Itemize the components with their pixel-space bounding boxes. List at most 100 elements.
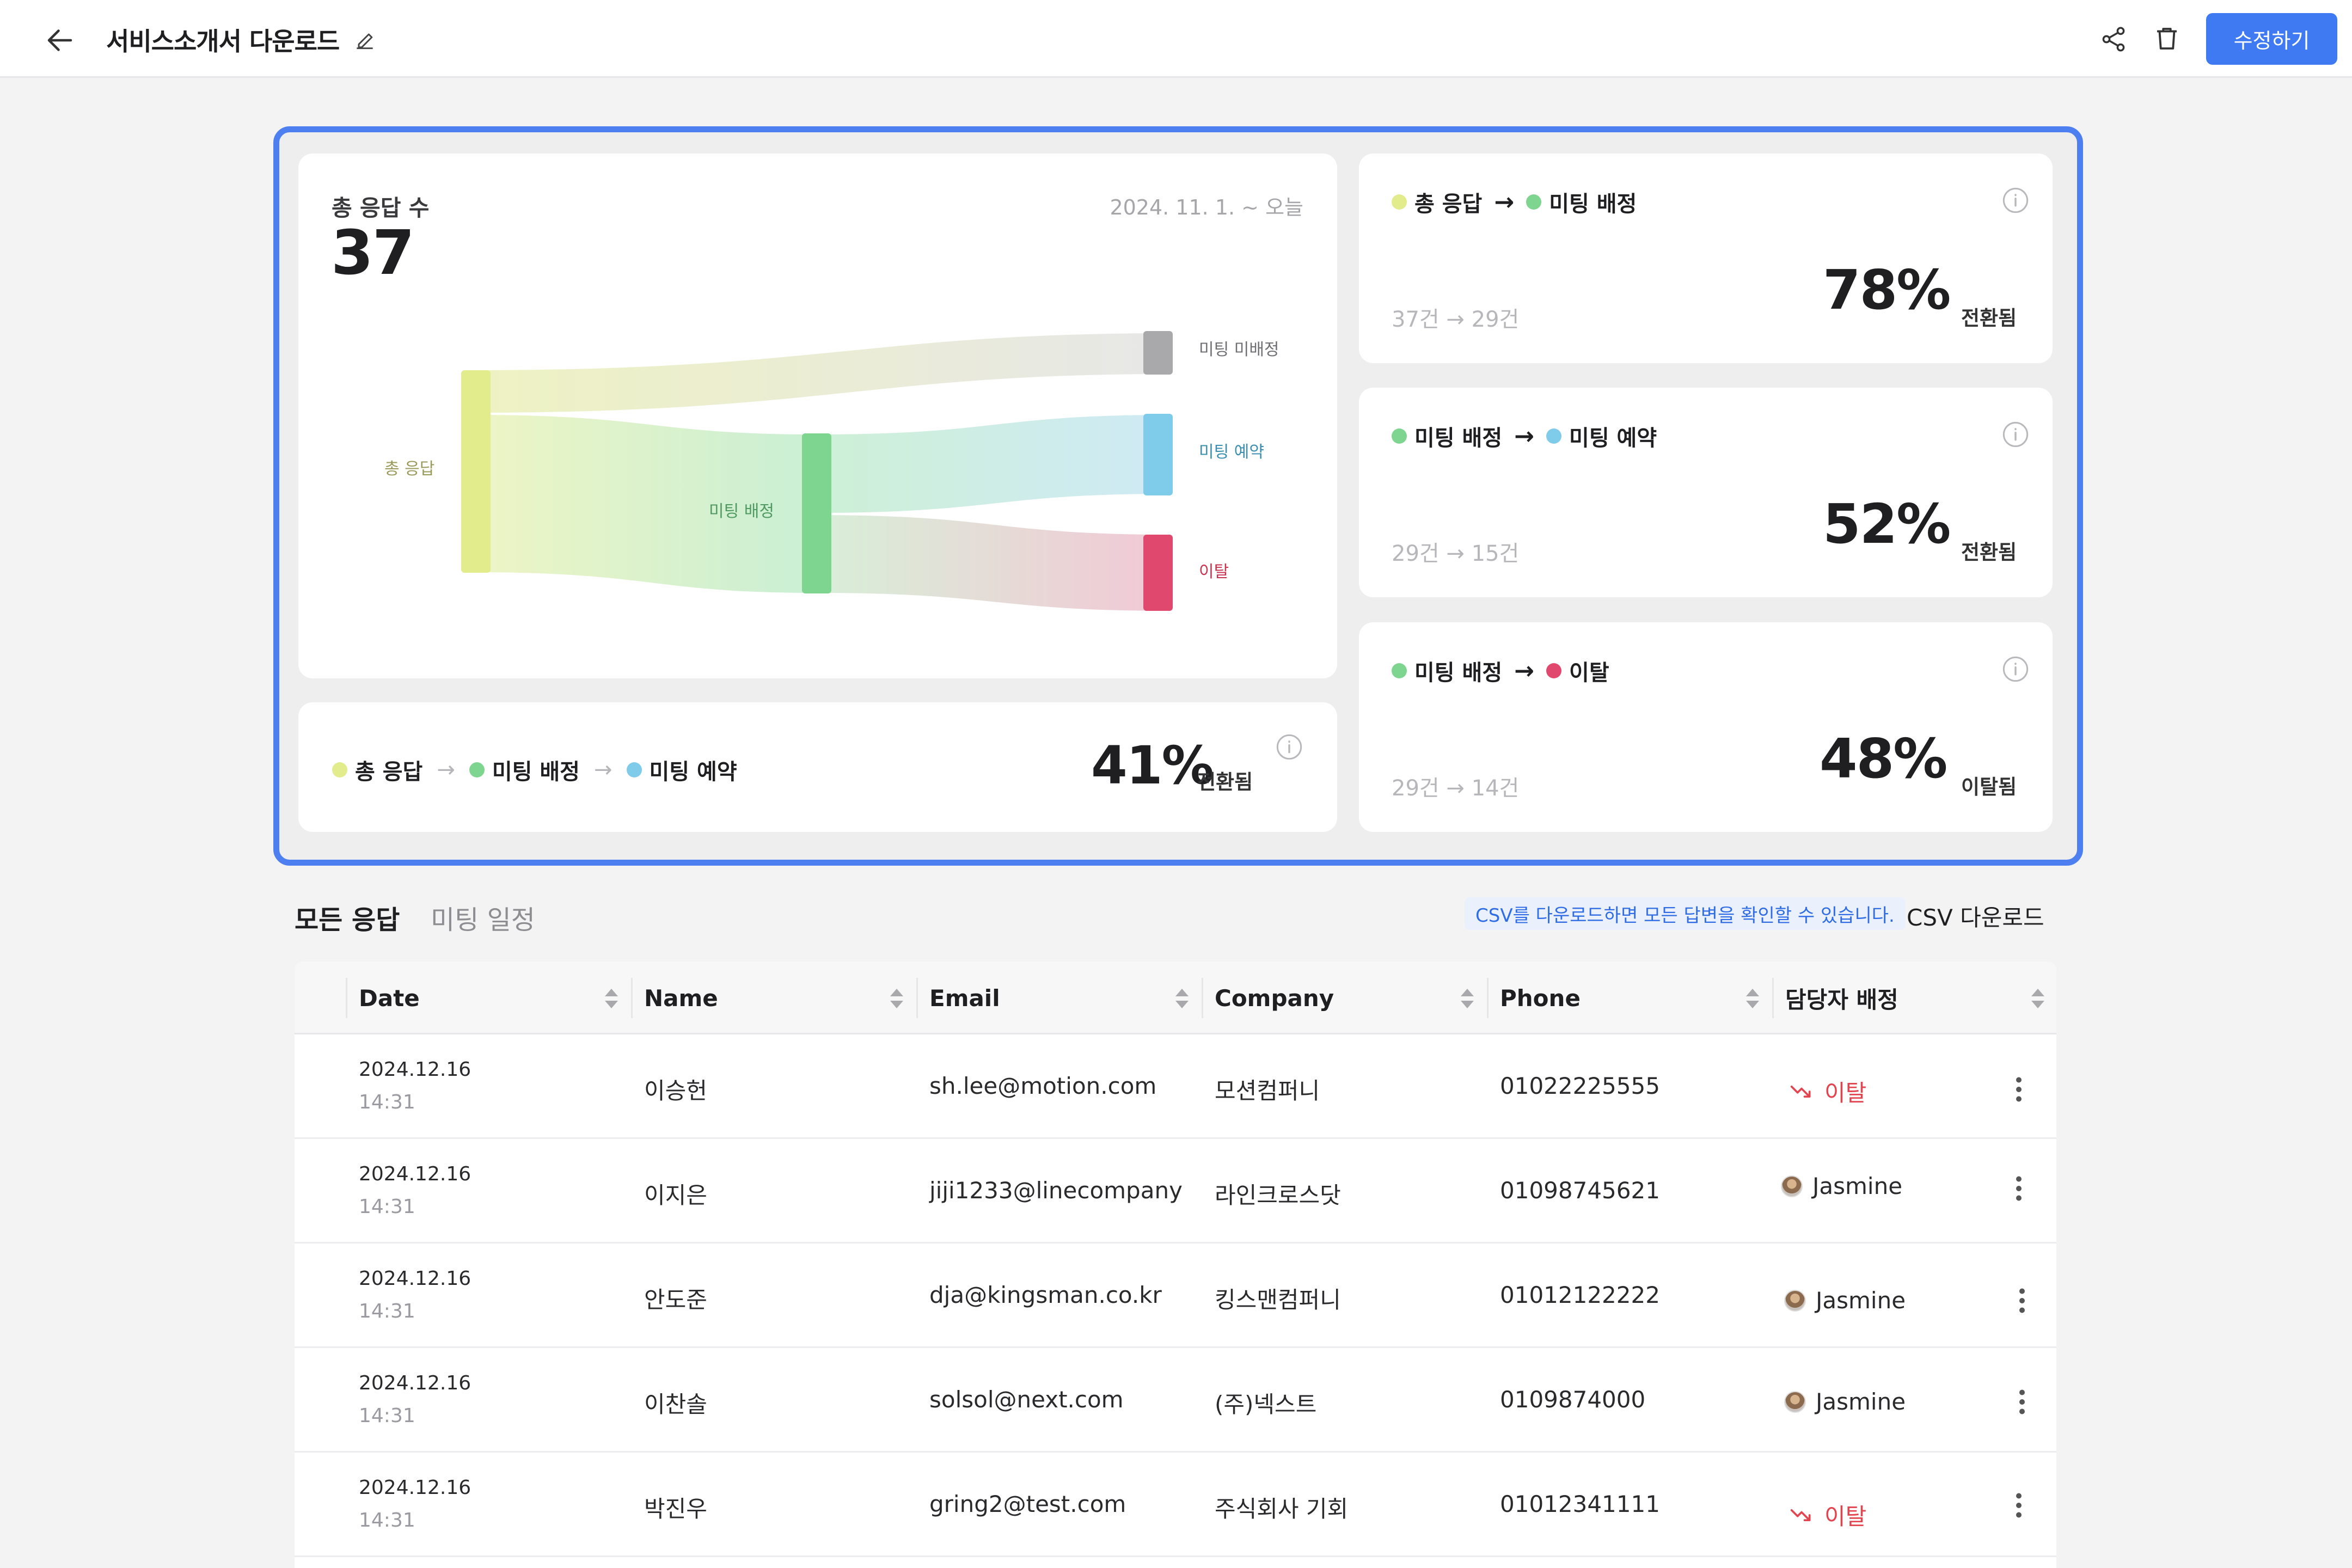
- date-range: 2024. 11. 1. ~ 오늘: [1110, 195, 1303, 219]
- row-email: gring2@test.com: [929, 1491, 1126, 1517]
- sort-icon[interactable]: [889, 988, 904, 1009]
- sankey-card: 총 응답 수 37 2024. 11. 1. ~ 오늘: [298, 154, 1337, 678]
- step-assigned: 미팅 배정: [492, 759, 580, 785]
- more-options-icon[interactable]: [2017, 1287, 2028, 1314]
- churn-status[interactable]: 이탈: [1790, 1498, 1866, 1532]
- trend-down-icon: [1790, 1085, 1811, 1098]
- metric-counts: 29건 → 15건: [1392, 541, 1520, 566]
- assignee[interactable]: Jasmine: [1784, 1287, 1906, 1314]
- metric-percent: 48%: [1820, 727, 1947, 791]
- column-name[interactable]: Name: [644, 984, 718, 1012]
- table-row[interactable]: 2024.12.16 14:31 박진우 gring2@test.com 주식회…: [295, 1453, 2056, 1557]
- row-name: 이승헌: [644, 1077, 707, 1104]
- avatar: [1784, 1289, 1806, 1312]
- more-options-icon[interactable]: [2013, 1076, 2024, 1103]
- row-date: 2024.12.16: [359, 1372, 471, 1394]
- churn-status[interactable]: 이탈: [1790, 1075, 1866, 1108]
- assigned-dot: [1526, 194, 1542, 210]
- row-phone: 0109874000: [1500, 1386, 1646, 1413]
- avatar: [1784, 1391, 1806, 1413]
- row-name: 박진우: [644, 1496, 707, 1522]
- assignee-label: 이탈: [1824, 1503, 1867, 1530]
- info-icon[interactable]: [1275, 733, 1303, 761]
- row-email: dja@kingsman.co.kr: [929, 1282, 1162, 1308]
- row-date: 2024.12.16: [359, 1477, 471, 1499]
- table-row[interactable]: 2024.12.16 14:31 이승헌 sh.lee@motion.com 모…: [295, 1034, 2056, 1139]
- column-divider: [1772, 978, 1774, 1018]
- assigned-dot: [1392, 663, 1407, 678]
- metric-flow: 미팅 배정 → 이탈: [1392, 655, 1609, 687]
- edit-button[interactable]: 수정하기: [2206, 13, 2337, 65]
- node-unassigned: [1143, 331, 1173, 375]
- column-email[interactable]: Email: [929, 984, 1000, 1012]
- total-dot: [1392, 194, 1407, 210]
- row-email: jiji1233@linecompany: [929, 1177, 1183, 1204]
- metric-card-total-to-assigned: 총 응답 → 미팅 배정 37건 → 29건 78% 전환됨: [1359, 154, 2053, 363]
- assigned-dot: [1392, 428, 1407, 444]
- back-arrow-icon[interactable]: [44, 24, 76, 57]
- metric-to: 미팅 배정: [1549, 192, 1637, 217]
- page-title: 서비스소개서 다운로드: [106, 27, 340, 56]
- metric-suffix: 전환됨: [1961, 541, 2017, 564]
- column-date[interactable]: Date: [359, 984, 420, 1012]
- node-booked: [1143, 414, 1173, 495]
- tab-meeting-schedule[interactable]: 미팅 일정: [431, 905, 535, 935]
- csv-download-button[interactable]: CSV 다운로드: [1907, 904, 2044, 931]
- assignee-label: Jasmine: [1812, 1173, 1903, 1199]
- metric-from: 미팅 배정: [1414, 660, 1503, 685]
- table-row[interactable]: 2024.12.16 14:31 이찬솔 solsol@next.com (주)…: [295, 1348, 2056, 1453]
- row-email: sh.lee@motion.com: [929, 1073, 1157, 1099]
- share-icon[interactable]: [2099, 25, 2128, 53]
- info-icon[interactable]: [2001, 186, 2030, 215]
- assignee[interactable]: Jasmine: [1781, 1173, 1902, 1199]
- flow-assigned-booked: [817, 415, 1169, 513]
- column-assignee[interactable]: 담당자 배정: [1785, 986, 1898, 1013]
- table-row[interactable]: 2024.12.16 14:31 이지은 jiji1233@linecompan…: [295, 1139, 2056, 1244]
- row-phone: 01098745621: [1500, 1177, 1660, 1204]
- table-row[interactable]: 2024.12.16 14:31 안도준 dja@kingsman.co.kr …: [295, 1244, 2056, 1348]
- more-options-icon[interactable]: [2017, 1388, 2028, 1416]
- row-company: (주)넥스트: [1215, 1391, 1317, 1418]
- trend-down-icon: [1790, 1509, 1811, 1521]
- row-phone: 01022225555: [1500, 1073, 1660, 1099]
- step-total: 총 응답: [355, 759, 423, 785]
- total-dot: [332, 762, 347, 777]
- row-time: 14:31: [359, 1300, 415, 1322]
- tab-all-responses[interactable]: 모든 응답: [295, 905, 400, 935]
- table-header: Date Name Email Company Phone 담당자 배정: [295, 961, 2056, 1034]
- node-label-unassigned: 미팅 미배정: [1199, 340, 1279, 359]
- trash-icon[interactable]: [2152, 24, 2182, 53]
- arrow-right-icon: →: [1514, 657, 1535, 685]
- info-icon[interactable]: [2001, 655, 2030, 683]
- row-time: 14:31: [359, 1091, 415, 1113]
- node-label-assigned: 미팅 배정: [709, 502, 774, 521]
- sort-icon[interactable]: [604, 988, 619, 1009]
- node-label-churn: 이탈: [1199, 562, 1229, 581]
- metric-flow: 총 응답 → 미팅 배정: [1392, 186, 1637, 218]
- sort-icon[interactable]: [1745, 988, 1760, 1009]
- info-icon[interactable]: [2001, 420, 2030, 449]
- row-phone: 01012341111: [1500, 1491, 1660, 1517]
- assignee[interactable]: Jasmine: [1784, 1388, 1906, 1415]
- arrow-right-icon: →: [593, 757, 612, 782]
- more-options-icon[interactable]: [2013, 1492, 2024, 1519]
- node-label-total: 총 응답: [384, 460, 434, 479]
- metric-from: 총 응답: [1414, 192, 1483, 217]
- column-divider: [916, 978, 918, 1018]
- sort-icon[interactable]: [2030, 988, 2045, 1009]
- overall-flow: 총 응답 → 미팅 배정 → 미팅 예약: [332, 754, 737, 786]
- booked-dot: [626, 762, 642, 777]
- sort-icon[interactable]: [1174, 988, 1190, 1009]
- more-options-icon[interactable]: [2013, 1175, 2024, 1202]
- csv-hint: CSV를 다운로드하면 모든 답변을 확인할 수 있습니다.: [1465, 897, 1906, 930]
- sort-icon[interactable]: [1460, 988, 1475, 1009]
- row-phone: 01012122222: [1500, 1282, 1660, 1308]
- column-company[interactable]: Company: [1215, 984, 1334, 1012]
- pencil-icon[interactable]: [353, 28, 377, 52]
- assignee-label: 이탈: [1824, 1080, 1867, 1106]
- column-phone[interactable]: Phone: [1500, 984, 1581, 1012]
- metric-card-assigned-to-churn: 미팅 배정 → 이탈 29건 → 14건 48% 이탈됨: [1359, 622, 2053, 832]
- row-company: 라인크로스닷: [1215, 1182, 1341, 1209]
- row-company: 모션컴퍼니: [1215, 1077, 1320, 1104]
- row-date: 2024.12.16: [359, 1267, 471, 1290]
